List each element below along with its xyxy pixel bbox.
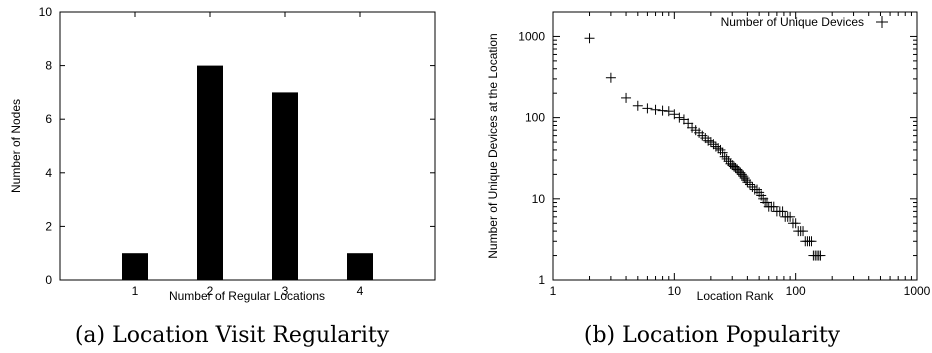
y-tick-label: 10 — [532, 192, 546, 206]
caption: (a) Location Visit Regularity — [75, 323, 390, 348]
data-point — [742, 177, 753, 188]
x-tick-label: 1 — [550, 284, 557, 298]
y-ticks: 1 10 100 1000 — [518, 11, 917, 287]
y-tick-label: 100 — [525, 111, 545, 125]
data-point — [584, 33, 595, 44]
x-tick-label: 2 — [207, 284, 214, 298]
data-point — [713, 143, 724, 154]
chart-location-popularity: 1 10 100 1000 1 10 100 1000 Number of Unique D… — [486, 11, 931, 348]
data-point — [605, 72, 616, 83]
legend-label: Number of Unique Devices — [721, 15, 864, 29]
data-point — [744, 179, 755, 190]
x-tick-label: 4 — [357, 284, 364, 298]
data-point — [678, 114, 689, 125]
chart-location-visit-regularity: 1 2 3 4 0 2 4 6 8 10 Number of Regular Locations… — [9, 5, 436, 348]
data-point — [777, 206, 788, 217]
data-point — [657, 105, 668, 116]
data-point — [621, 92, 632, 103]
data-point — [717, 147, 728, 158]
data-point — [751, 184, 762, 195]
data-point — [798, 226, 809, 237]
x-axis-label: Number of Regular Locations — [169, 289, 325, 303]
y-tick-label: 2 — [45, 219, 52, 233]
data-point — [715, 144, 726, 155]
plot-frame — [552, 11, 918, 281]
legend-marker — [876, 16, 888, 28]
y-tick-label: 1 — [538, 273, 545, 287]
data-point — [703, 135, 714, 146]
y-axis-label: Number of Nodes — [9, 99, 23, 193]
bars — [122, 65, 373, 281]
plot-frame — [59, 11, 436, 281]
x-ticks: 1 10 100 1000 — [550, 12, 931, 298]
data-point — [663, 106, 674, 117]
y-tick-label: 6 — [45, 112, 52, 126]
x-tick-label: 100 — [786, 284, 806, 298]
data-point — [632, 100, 643, 111]
bar-3 — [272, 92, 298, 281]
data-point — [739, 173, 750, 184]
bar-2 — [197, 65, 223, 280]
y-tick-label: 10 — [39, 5, 53, 19]
data-point — [738, 171, 749, 182]
x-ticks: 1 2 3 4 — [132, 12, 364, 298]
y-tick-label: 0 — [45, 273, 52, 287]
x-tick-label: 3 — [282, 284, 289, 298]
y-tick-label: 8 — [45, 59, 52, 73]
y-ticks: 0 2 4 6 8 10 — [39, 5, 435, 287]
data-points — [584, 33, 826, 261]
data-point — [741, 175, 752, 186]
data-point — [683, 118, 694, 129]
x-axis-label: Location Rank — [697, 289, 775, 303]
data-point — [790, 218, 801, 229]
y-tick-label: 1000 — [518, 29, 545, 43]
caption: (b) Location Popularity — [584, 323, 841, 348]
data-point — [705, 137, 716, 148]
y-axis-label: Number of Unique Devices at the Location — [486, 33, 500, 258]
data-point — [708, 139, 719, 150]
data-point — [674, 112, 685, 123]
x-tick-label: 1000 — [904, 284, 931, 298]
data-point — [719, 151, 730, 162]
x-tick-label: 10 — [668, 284, 682, 298]
data-point — [761, 197, 772, 208]
data-point — [669, 109, 680, 120]
data-point — [815, 250, 826, 261]
data-point — [806, 236, 817, 247]
data-point — [785, 211, 796, 222]
data-point — [650, 104, 661, 115]
data-point — [642, 103, 653, 114]
x-tick-label: 1 — [132, 284, 139, 298]
data-point — [747, 181, 758, 192]
y-tick-label: 4 — [45, 166, 52, 180]
legend: Number of Unique Devices — [721, 15, 888, 29]
